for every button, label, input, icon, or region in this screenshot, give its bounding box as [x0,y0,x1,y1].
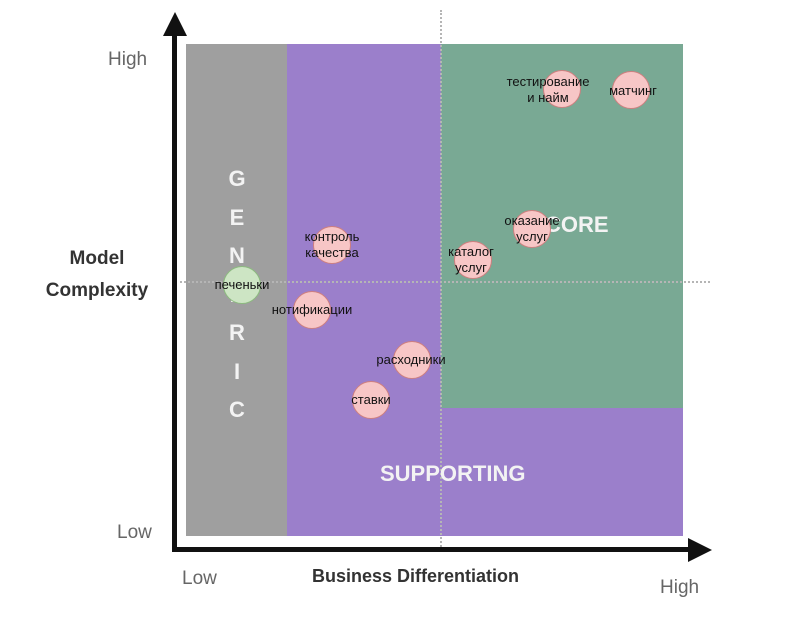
item-label: ставки [351,392,391,407]
item-bubble [393,341,431,379]
item-label: тестирование и найм [506,74,590,105]
y-axis-line [172,30,177,552]
generic-region-letter: E [229,204,245,230]
item-bubble [352,381,390,419]
item-label: оказание услуг [504,213,560,244]
x-axis-line [172,547,694,552]
generic-region-letter: G [228,166,246,191]
generic-region-letter: N [229,243,245,268]
item-label: нотификации [271,302,353,317]
y-axis-high-label: High [108,49,148,70]
y-axis-low-label: Low [117,522,152,543]
x-axis-title: Business Differentiation [312,566,520,586]
y-axis-title: Model Complexity [45,248,149,301]
item-label: матчинг [609,83,657,98]
supporting-region-label: SUPPORTING [380,461,526,486]
item-label: печеньки [214,277,270,292]
item-bubble [513,210,551,248]
vertical-midline [440,10,442,550]
item-bubble [454,241,492,279]
generic-region-letter: I [233,358,241,384]
core-region-label: CORE [545,212,609,237]
item-bubble [612,71,650,109]
item-bubble [313,226,351,264]
generic-region-letter: R [229,320,245,345]
generic-region-label: GENERIC [222,160,252,430]
generic-region-letter: C [229,397,245,422]
item-label: контроль качества [304,229,360,260]
y-axis-arrow-icon [163,12,187,36]
horizontal-midline [175,281,710,283]
x-axis-high-label: High [660,577,700,598]
x-axis-low-label: Low [182,568,217,589]
x-axis-arrow-icon [688,538,712,562]
item-bubble [223,266,261,304]
item-bubble [543,70,581,108]
item-label: каталог услуг [448,244,494,275]
item-label: расходники [376,352,446,367]
item-bubble [293,291,331,329]
